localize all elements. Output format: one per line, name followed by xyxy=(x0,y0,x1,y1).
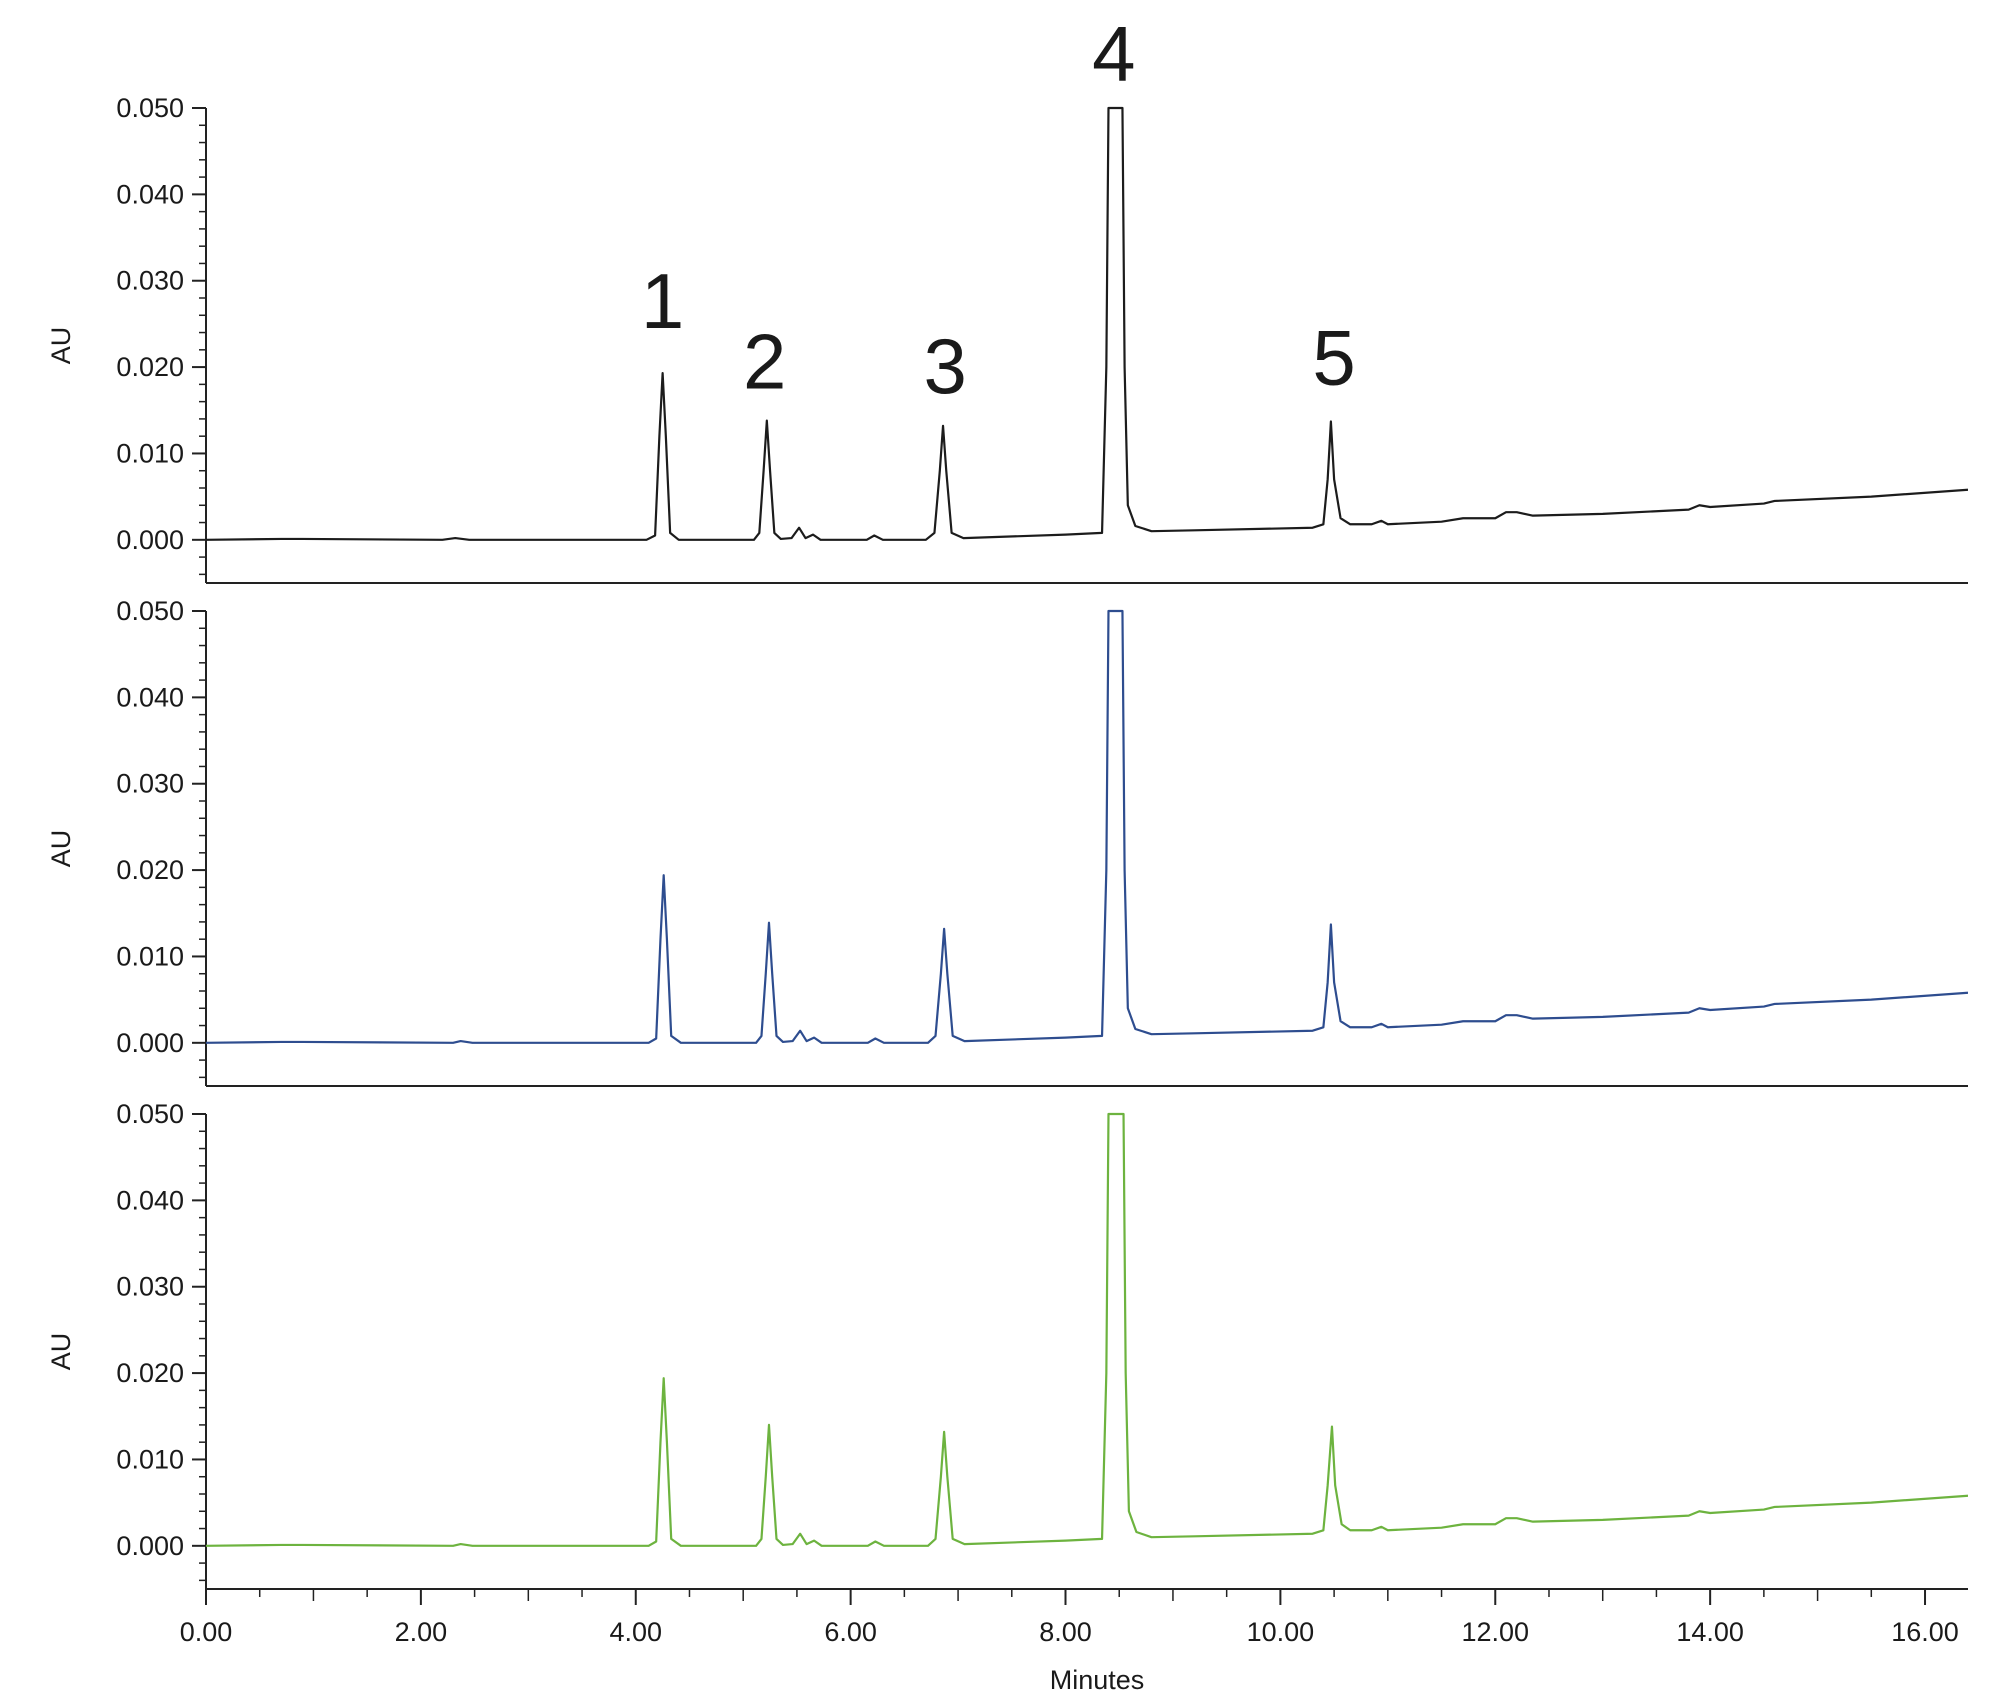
chart-panel-1: 0.000 0.010 0.020 0.030 0.040 0.050 AU 12 3 4 5 xyxy=(46,9,1968,584)
peak-label-3: 3 xyxy=(923,322,966,410)
chromatogram-trace xyxy=(206,1112,1968,1547)
chromatogram-trace xyxy=(206,609,1968,1044)
peak-label-2: 2 xyxy=(743,318,786,406)
y-tick-label: 0.020 xyxy=(116,855,184,885)
x-tick-label: 8.00 xyxy=(1039,1617,1092,1647)
y-tick-label: 0.040 xyxy=(116,179,184,209)
y-tick-label: 0.030 xyxy=(116,266,184,296)
chart-panel-3: 0.000 0.010 0.020 0.030 0.040 0.050 AU 0.00 2.00… xyxy=(46,1099,1968,1695)
x-tick-label: 6.00 xyxy=(824,1617,877,1647)
peak-label-4: 4 xyxy=(1092,9,1135,97)
y-tick-label: 0.030 xyxy=(116,769,184,799)
x-tick-label: 10.00 xyxy=(1247,1617,1315,1647)
x-tick-label: 16.00 xyxy=(1891,1617,1959,1647)
x-tick-label: 12.00 xyxy=(1461,1617,1529,1647)
y-tick-label: 0.010 xyxy=(116,941,184,971)
x-tick-label: 0.00 xyxy=(180,1617,233,1647)
x-tick-label: 2.00 xyxy=(395,1617,448,1647)
x-axis-title: Minutes xyxy=(1050,1665,1145,1695)
x-tick-label: 14.00 xyxy=(1676,1617,1744,1647)
y-tick-label: 0.000 xyxy=(116,525,184,555)
y-tick-label: 0.030 xyxy=(116,1272,184,1302)
y-tick-label: 0.000 xyxy=(116,1028,184,1058)
y-tick-label: 0.050 xyxy=(116,93,184,123)
y-axis-title: AU xyxy=(46,1333,76,1371)
peak-label-5: 5 xyxy=(1312,313,1355,401)
y-tick-label: 0.050 xyxy=(116,1099,184,1129)
y-axis-title: AU xyxy=(46,327,76,365)
chart-panel-2: 0.000 0.010 0.020 0.030 0.040 0.050 AU xyxy=(46,596,1968,1087)
y-tick-label: 0.040 xyxy=(116,1185,184,1215)
y-tick-label: 0.010 xyxy=(116,1444,184,1474)
x-tick-label: 4.00 xyxy=(609,1617,662,1647)
y-tick-label: 0.020 xyxy=(116,1358,184,1388)
y-tick-label: 0.010 xyxy=(116,438,184,468)
chromatogram-trace xyxy=(206,106,1968,541)
y-tick-label: 0.050 xyxy=(116,596,184,626)
peak-label-1: 1 xyxy=(641,257,684,345)
y-tick-label: 0.000 xyxy=(116,1531,184,1561)
y-axis-title: AU xyxy=(46,830,76,868)
y-tick-label: 0.040 xyxy=(116,682,184,712)
y-tick-label: 0.020 xyxy=(116,352,184,382)
